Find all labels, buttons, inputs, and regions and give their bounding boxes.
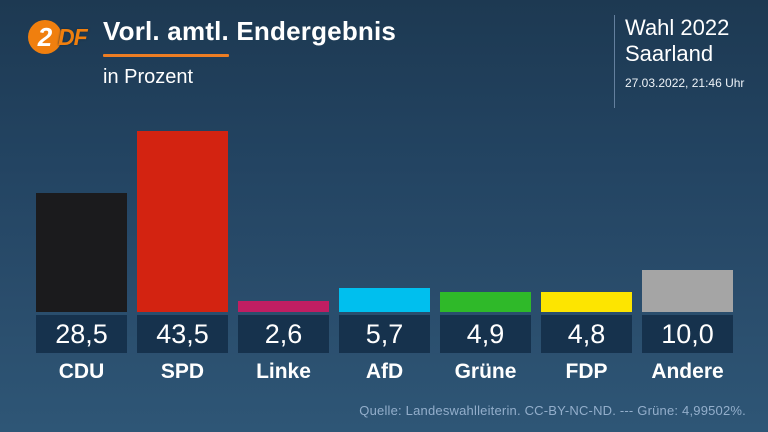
timestamp: 27.03.2022, 21:46 Uhr <box>625 76 745 90</box>
value-label-andere: 10,0 <box>642 315 733 353</box>
zdf-logo-2: 2 <box>37 22 53 52</box>
value-label-cdu: 28,5 <box>36 315 127 353</box>
party-label-afd: AfD <box>365 360 404 383</box>
bar-linke <box>238 301 329 312</box>
bar-fdp <box>541 292 632 312</box>
page-subtitle: in Prozent <box>103 66 194 89</box>
bar-andere <box>642 270 733 312</box>
party-label-spd: SPD <box>160 360 205 383</box>
bar-grüne <box>440 292 531 312</box>
party-label-linke: Linke <box>256 360 311 383</box>
source-attribution: Quelle: Landeswahlleiterin. CC-BY-NC-ND.… <box>359 403 746 418</box>
chart-column-andere: 10,0 Andere <box>642 120 733 388</box>
title-underline <box>103 54 229 58</box>
bar-cdu <box>36 193 127 312</box>
chart-column-grüne: 4,9 Grüne <box>440 120 531 388</box>
party-label-grüne: Grüne <box>454 360 517 383</box>
party-label-cdu: CDU <box>58 360 105 383</box>
value-label-linke: 2,6 <box>238 315 329 353</box>
party-label-fdp: FDP <box>565 360 608 383</box>
chart-column-fdp: 4,8 FDP <box>541 120 632 388</box>
page-title: Vorl. amtl. Endergebnis <box>103 16 397 46</box>
bar-chart: 28,5 CDU 43,5 SPD 2,6 Linke 5,7 AfD 4,9 Grüne 4,8 F… <box>36 120 733 388</box>
value-label-fdp: 4,8 <box>541 315 632 353</box>
value-label-grüne: 4,9 <box>440 315 531 353</box>
value-label-afd: 5,7 <box>339 315 430 353</box>
value-label-spd: 43,5 <box>137 315 228 353</box>
zdf-logo-circle-icon: 2 <box>28 20 62 54</box>
bar-spd <box>137 131 228 312</box>
zdf-logo-df: DF <box>58 23 88 50</box>
title-block: Vorl. amtl. Endergebnis in Prozent <box>103 16 396 89</box>
chart-column-linke: 2,6 Linke <box>238 120 329 388</box>
chart-column-cdu: 28,5 CDU <box>36 120 127 388</box>
chart-column-afd: 5,7 AfD <box>339 120 430 388</box>
party-label-andere: Andere <box>651 360 724 383</box>
election-region: Saarland <box>625 41 714 66</box>
election-info-panel: Wahl 2022 Saarland 27.03.2022, 21:46 Uhr <box>614 15 744 108</box>
zdf-logo: 2 DF <box>28 20 88 54</box>
chart-column-spd: 43,5 SPD <box>137 120 228 388</box>
election-name: Wahl 2022 <box>625 15 730 40</box>
bar-afd <box>339 288 430 312</box>
